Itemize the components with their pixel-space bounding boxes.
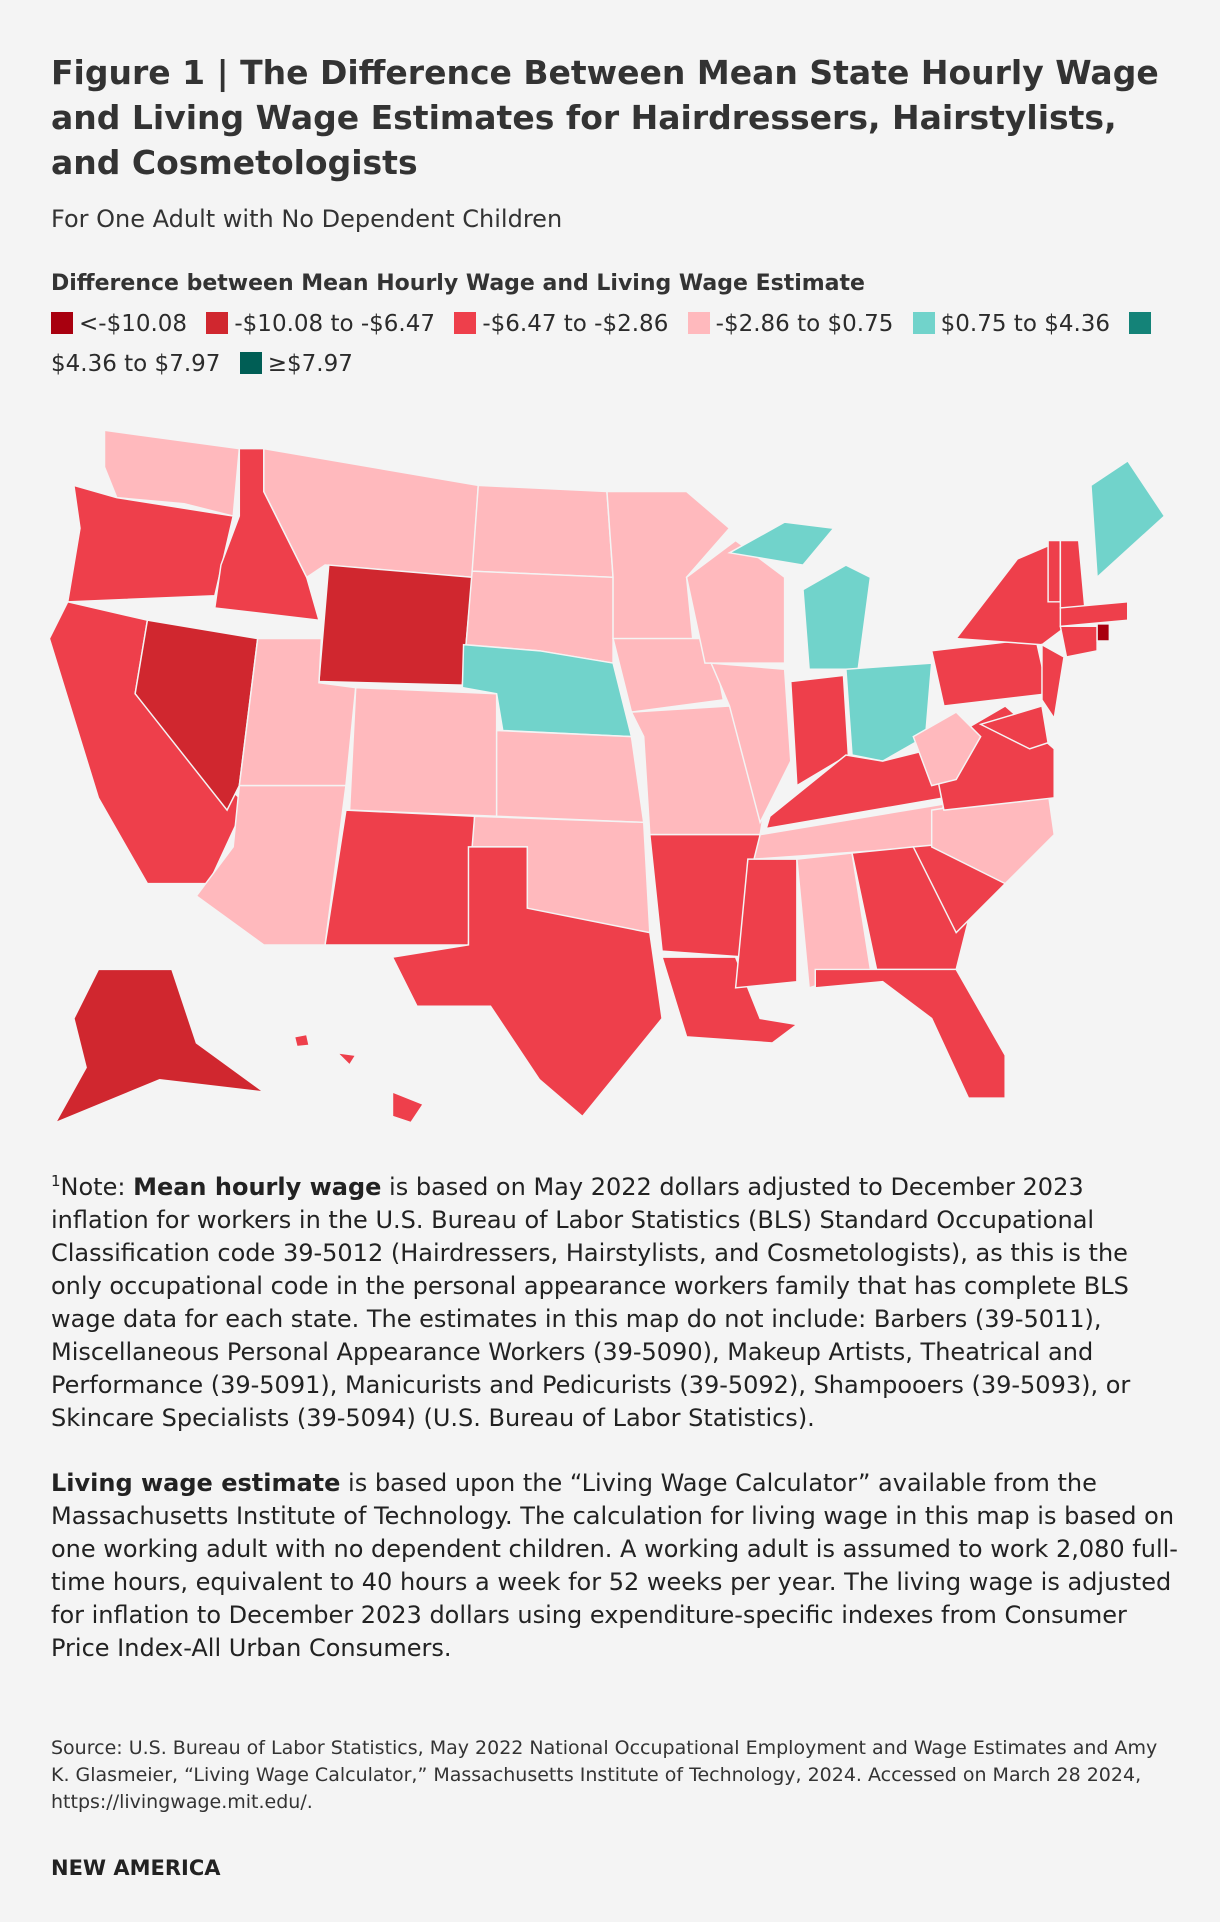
state bbox=[293, 1033, 311, 1048]
note-term: Living wage estimate bbox=[51, 1469, 341, 1497]
legend-swatch bbox=[239, 352, 262, 374]
state bbox=[978, 705, 1049, 750]
legend-label: $0.75 to $4.36 bbox=[940, 311, 1111, 337]
state bbox=[814, 968, 1006, 1099]
legend-item: $4.36 to $7.97 bbox=[51, 311, 1157, 377]
state bbox=[612, 637, 725, 713]
state bbox=[1096, 623, 1111, 642]
note-text: is based upon the “Living Wage Calculato… bbox=[51, 1469, 1178, 1662]
state bbox=[709, 662, 792, 825]
state bbox=[1059, 625, 1098, 658]
legend-item: -$2.86 to $0.75 bbox=[687, 311, 894, 337]
notes: 1Note: Mean hourly wage is based on May … bbox=[51, 1165, 1181, 1697]
legend-item: <-$10.08 bbox=[51, 311, 187, 337]
legend-item: $0.75 to $4.36 bbox=[912, 311, 1111, 337]
legend-label: -$2.86 to $0.75 bbox=[715, 311, 894, 337]
note-lead: Note: bbox=[60, 1173, 134, 1201]
legend-item: -$6.47 to -$2.86 bbox=[454, 311, 668, 337]
state bbox=[195, 784, 347, 946]
legend: <-$10.08 -$10.08 to -$6.47 -$6.47 to -$2… bbox=[51, 304, 1161, 384]
legend-swatch bbox=[206, 312, 229, 334]
state bbox=[134, 619, 259, 812]
legend-item: ≥$7.97 bbox=[239, 351, 353, 377]
state bbox=[348, 686, 498, 818]
state bbox=[661, 956, 799, 1044]
state bbox=[606, 490, 731, 640]
note: Living wage estimate is based upon the “… bbox=[51, 1467, 1181, 1665]
subtitle: For One Adult with No Dependent Children bbox=[51, 205, 563, 233]
brand: NEW AMERICA bbox=[51, 1856, 221, 1880]
state bbox=[495, 729, 645, 824]
note-text: is based on May 2022 dollars adjusted to… bbox=[51, 1173, 1131, 1432]
state bbox=[734, 858, 798, 989]
state bbox=[1041, 643, 1065, 721]
state bbox=[685, 539, 786, 664]
legend-swatch bbox=[912, 312, 935, 334]
state bbox=[391, 846, 663, 1118]
legend-label: ≥$7.97 bbox=[267, 351, 353, 377]
legend-label: $4.36 to $7.97 bbox=[51, 351, 221, 377]
legend-swatch bbox=[454, 312, 477, 334]
state bbox=[930, 637, 1049, 707]
legend-swatch bbox=[687, 312, 710, 334]
state bbox=[845, 662, 933, 762]
legend-swatch bbox=[51, 312, 73, 334]
map bbox=[48, 429, 1166, 1125]
state bbox=[727, 521, 836, 566]
state bbox=[1059, 601, 1129, 628]
legend-label: <-$10.08 bbox=[79, 311, 188, 337]
legend-swatch bbox=[1129, 312, 1152, 334]
legend-item: -$10.08 to -$6.47 bbox=[206, 311, 435, 337]
state bbox=[318, 564, 473, 686]
source: Source: U.S. Bureau of Labor Statistics,… bbox=[51, 1737, 1158, 1813]
state bbox=[391, 1090, 425, 1124]
state bbox=[851, 846, 970, 971]
state bbox=[1047, 539, 1062, 603]
state bbox=[324, 809, 476, 946]
state bbox=[53, 968, 267, 1125]
state bbox=[802, 564, 872, 670]
legend-label: -$6.47 to -$2.86 bbox=[482, 311, 669, 337]
legend-label: -$10.08 to -$6.47 bbox=[234, 311, 436, 337]
title: Figure 1 | The Difference Between Mean S… bbox=[51, 53, 1159, 182]
legend-title: Difference between Mean Hourly Wage and … bbox=[51, 271, 865, 296]
note-term: Mean hourly wage bbox=[133, 1173, 382, 1201]
state bbox=[1090, 459, 1166, 579]
state bbox=[471, 484, 614, 579]
note-marker: 1 bbox=[51, 1172, 61, 1190]
state bbox=[1059, 539, 1086, 609]
state bbox=[66, 484, 235, 603]
note: 1Note: Mean hourly wage is based on May … bbox=[51, 1165, 1181, 1435]
state bbox=[912, 711, 982, 787]
state bbox=[335, 1051, 357, 1067]
